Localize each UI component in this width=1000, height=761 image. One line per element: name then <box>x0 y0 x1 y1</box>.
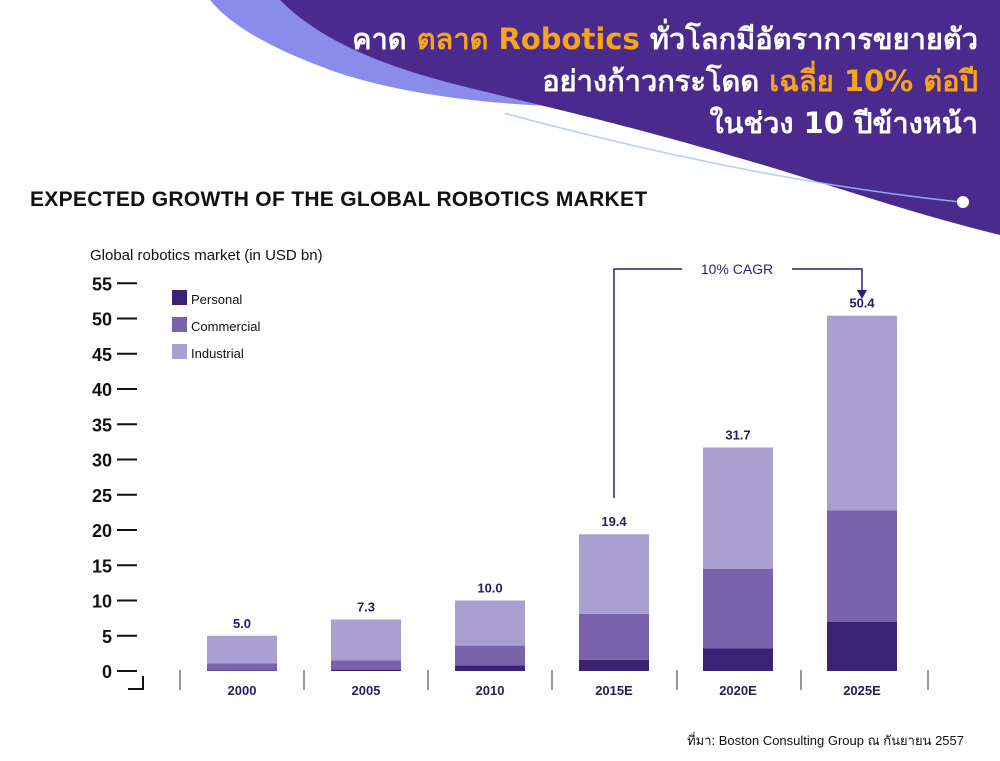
bar-segment-commercial <box>331 660 401 670</box>
headline-line-3: ในช่วง 10 ปีข้างหน้า <box>709 106 978 140</box>
y-tick-label: 40 <box>92 380 112 400</box>
y-tick-label: 10 <box>92 592 112 612</box>
y-tick-label: 55 <box>92 274 112 294</box>
bar-segment-commercial <box>827 510 897 622</box>
chart-title: EXPECTED GROWTH OF THE GLOBAL ROBOTICS M… <box>30 188 648 211</box>
y-tick-label: 50 <box>92 310 112 330</box>
bar-total-label: 19.4 <box>601 514 627 529</box>
bar-segment-personal <box>827 621 897 671</box>
y-axis-label: Global robotics market (in USD bn) <box>90 247 323 264</box>
x-tick-label: 2015E <box>595 683 633 698</box>
y-tick-label: 30 <box>92 451 112 471</box>
legend-label-personal: Personal <box>191 292 242 307</box>
bar-segment-personal <box>331 669 401 671</box>
bar-segment-personal <box>455 665 525 671</box>
headline-line-1: คาด ตลาด Robotics ทั่วโลกมีอัตราการขยายต… <box>352 16 978 62</box>
bar-segment-industrial <box>827 315 897 511</box>
headline-highlight-rate: เฉลี่ย 10% ต่อปี <box>769 64 978 98</box>
y-tick-label: 35 <box>92 415 112 435</box>
y-tick-label: 0 <box>102 662 112 682</box>
legend-label-industrial: Industrial <box>191 346 244 361</box>
cagr-annotation: 10% CAGR <box>701 261 773 277</box>
cagr-bracket-left <box>613 268 682 498</box>
bar-total-label: 50.4 <box>849 296 875 311</box>
cagr-bracket-right <box>792 268 863 292</box>
x-tick-label: 2020E <box>719 683 757 698</box>
legend-swatch-industrial <box>172 344 187 359</box>
header-banner <box>210 0 1000 235</box>
banner-accent-curve <box>499 111 961 203</box>
source-note: ที่มา: Boston Consulting Group ณ กันยายน… <box>687 730 964 751</box>
headline-line-1-post: ทั่วโลกมีอัตราการขยายตัว <box>639 22 978 56</box>
bar-segment-personal <box>579 659 649 671</box>
bar-segment-industrial <box>207 635 277 664</box>
bar-segment-personal <box>703 648 773 671</box>
source-suffix: ณ กันยายน 2557 <box>864 733 964 748</box>
bar-segment-industrial <box>455 600 525 646</box>
banner-dark-wave <box>280 0 1000 235</box>
bar-segment-personal <box>207 670 277 671</box>
source-brand: Boston Consulting Group <box>718 733 864 748</box>
banner-dot-left <box>495 107 505 117</box>
bar-segment-industrial <box>703 447 773 569</box>
x-tick-label: 2000 <box>228 683 257 698</box>
legend-swatch-commercial <box>172 317 187 332</box>
bar-segment-commercial <box>207 663 277 671</box>
bar-segment-industrial <box>331 619 401 661</box>
cagr-arrowhead <box>857 290 867 299</box>
y-tick-label: 25 <box>92 486 112 506</box>
bar-segment-commercial <box>579 613 649 660</box>
y-tick-label: 20 <box>92 521 112 541</box>
bar-segment-industrial <box>579 534 649 614</box>
bar-segment-commercial <box>455 645 525 666</box>
headline-line-2-pre: อย่างก้าวกระโดด <box>542 64 770 98</box>
legend-label-commercial: Commercial <box>191 319 260 334</box>
headline-highlight-market: ตลาด Robotics <box>416 22 640 56</box>
headline-line-1-pre: คาด <box>352 22 417 56</box>
legend-swatch-personal <box>172 290 187 305</box>
source-prefix: ที่มา: <box>687 733 719 748</box>
banner-dot-right <box>957 196 969 208</box>
bar-segment-commercial <box>703 568 773 649</box>
x-tick-label: 2005 <box>352 683 381 698</box>
headline-line-2: อย่างก้าวกระโดด เฉลี่ย 10% ต่อปี <box>542 58 978 104</box>
y-tick-label: 5 <box>102 627 112 647</box>
x-tick-label: 2010 <box>476 683 505 698</box>
axis-corner <box>128 676 144 690</box>
x-tick-label: 2025E <box>843 683 881 698</box>
y-tick-label: 15 <box>92 556 112 576</box>
bar-total-label: 31.7 <box>725 428 750 443</box>
y-tick-label: 45 <box>92 345 112 365</box>
bar-total-label: 5.0 <box>233 616 251 631</box>
bar-total-label: 10.0 <box>477 581 502 596</box>
bar-total-label: 7.3 <box>357 600 375 615</box>
